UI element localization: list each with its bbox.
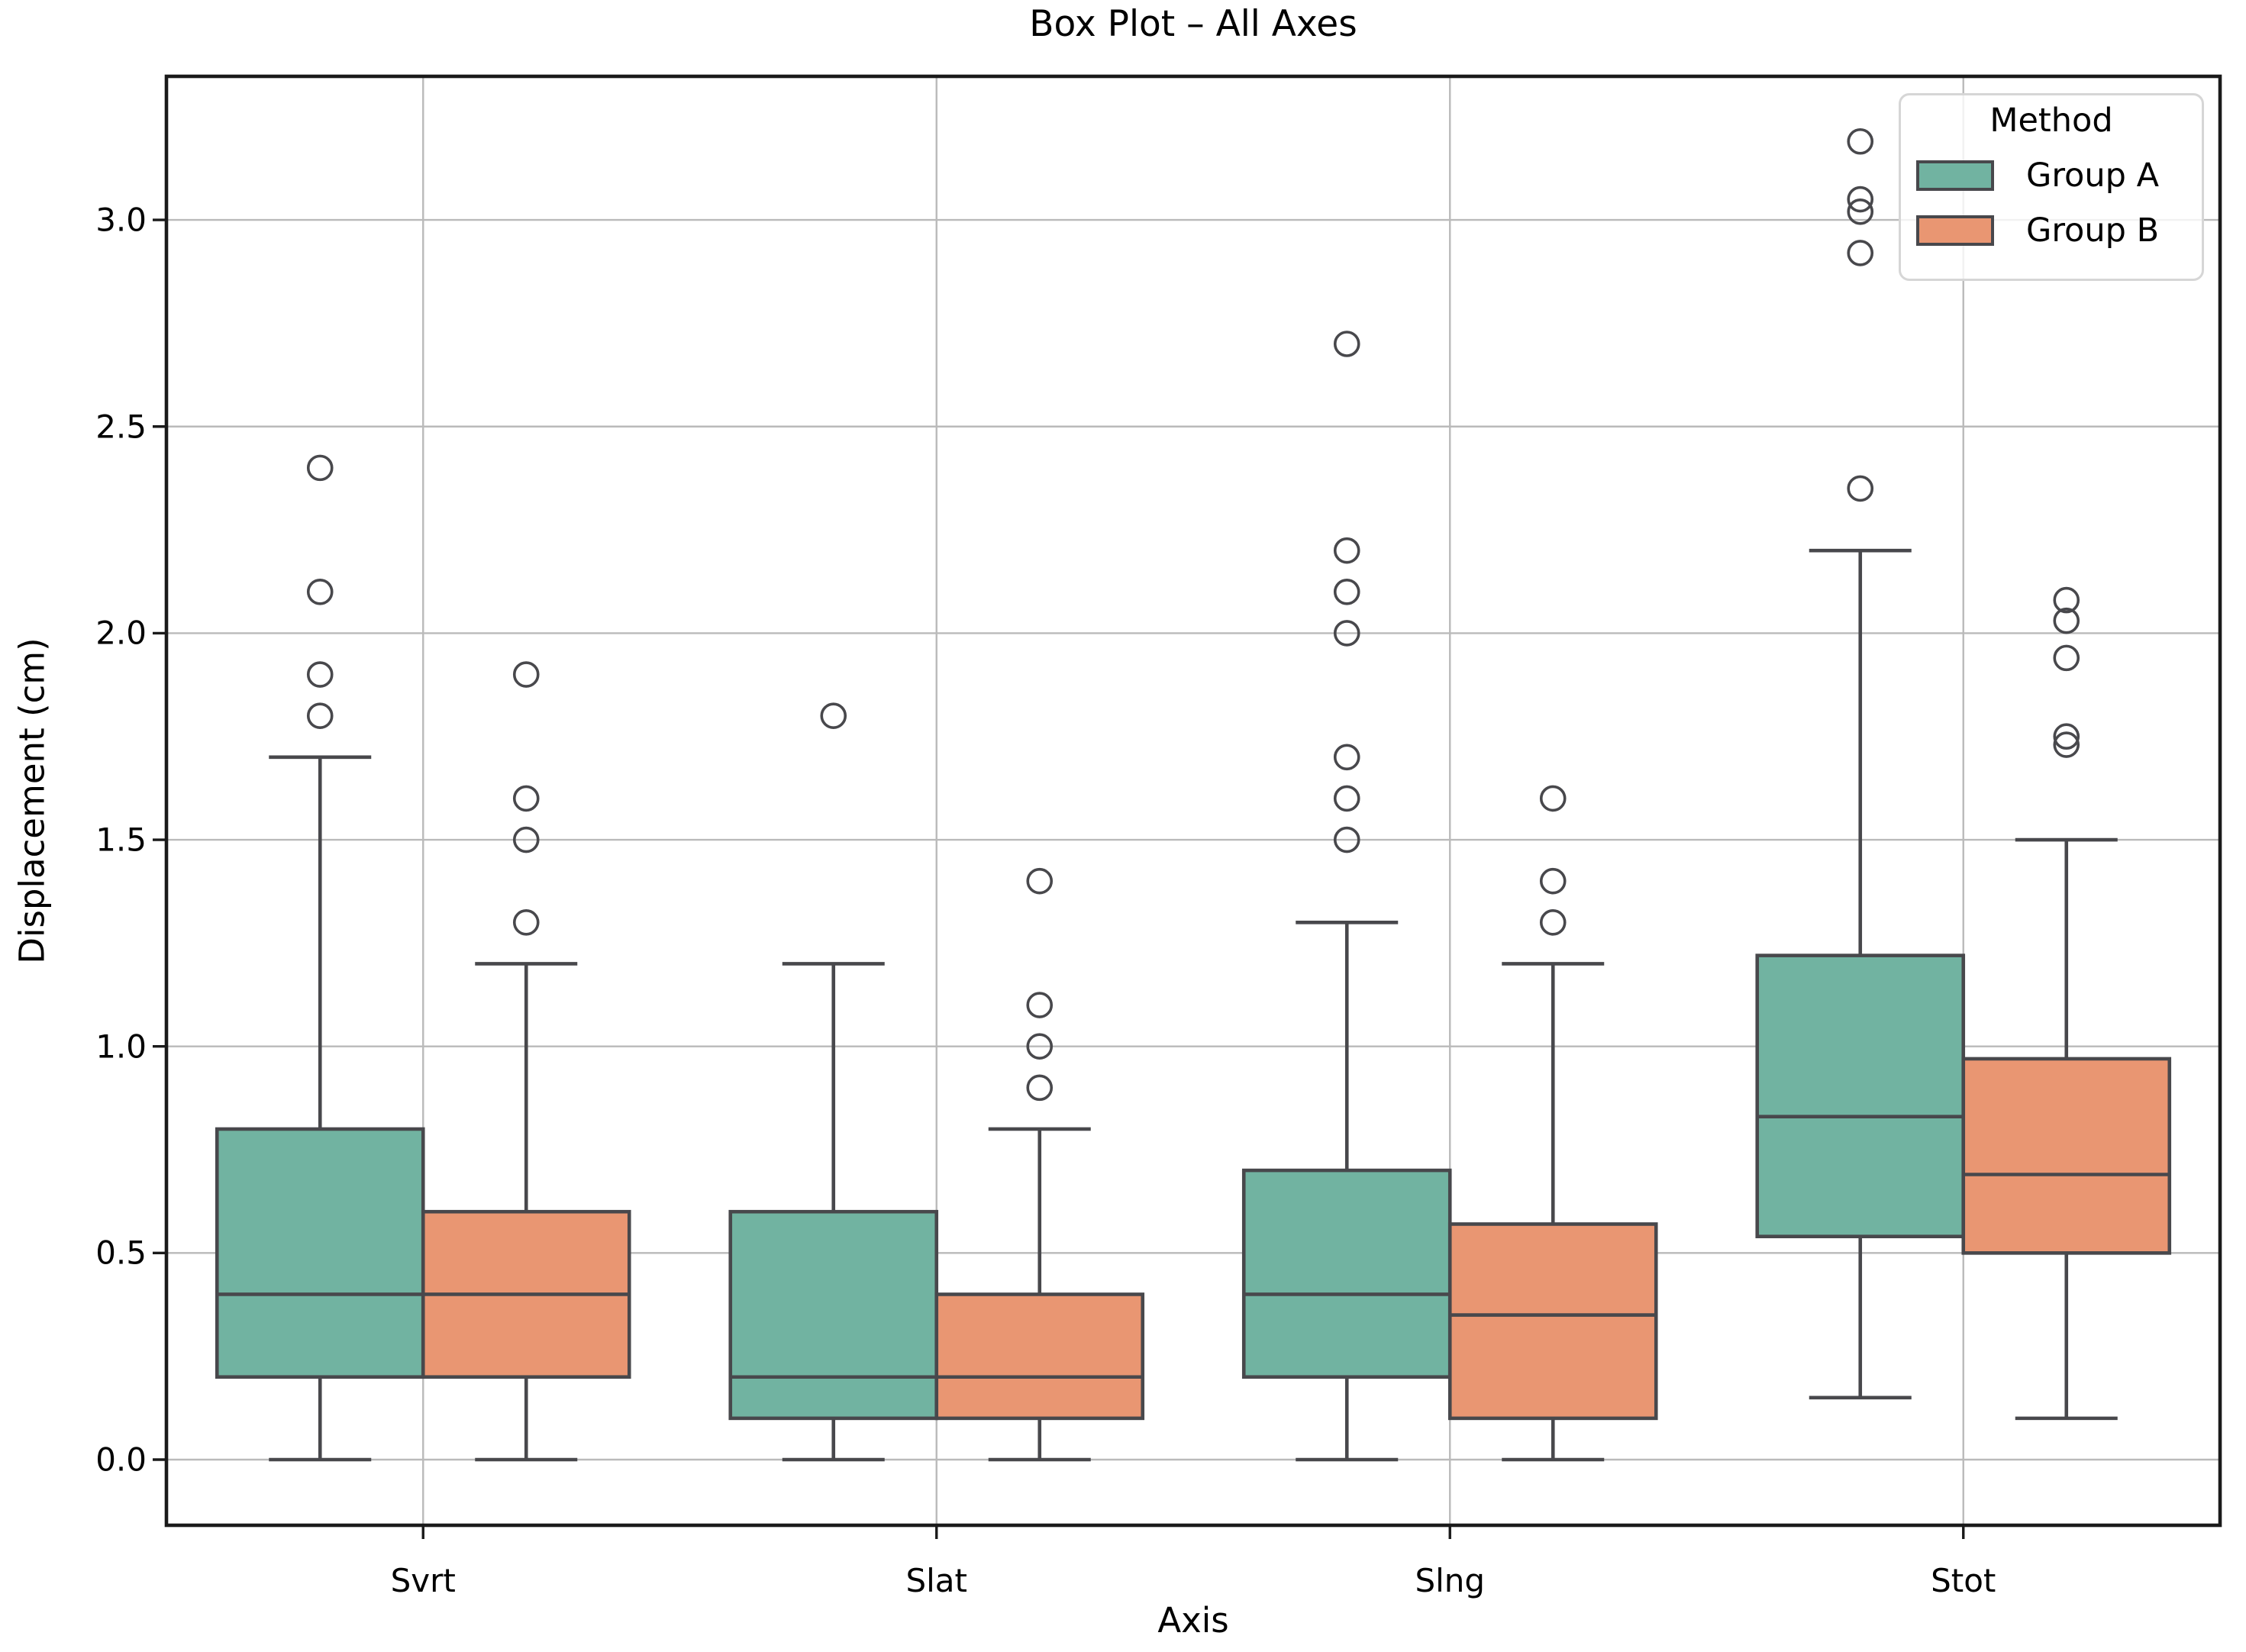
outlier-point xyxy=(512,826,540,853)
outlier-point xyxy=(1333,744,1360,771)
outlier-point xyxy=(820,702,847,729)
y-axis-label: Displacement (cm) xyxy=(11,637,53,964)
outlier-point xyxy=(1847,127,1874,155)
outlier-point xyxy=(512,785,540,812)
box-group-a xyxy=(1755,953,1966,1238)
y-tick-label: 2.0 xyxy=(95,614,147,652)
outlier-point xyxy=(1333,785,1360,812)
box-group-b xyxy=(1961,1057,2172,1255)
x-tick-label: Slat xyxy=(905,1562,968,1599)
outlier-point xyxy=(1026,867,1054,895)
y-tick-label: 1.5 xyxy=(95,821,147,859)
outlier-point xyxy=(306,454,334,482)
box-group-a xyxy=(215,1127,425,1379)
box-group-b xyxy=(1447,1222,1658,1421)
group-a-swatch xyxy=(1916,160,1994,191)
legend: Method Group A Group B xyxy=(1899,93,2204,281)
x-tick-label: Stot xyxy=(1931,1562,1996,1599)
y-tick-label: 3.0 xyxy=(95,201,147,239)
outlier-point xyxy=(306,578,334,605)
outlier-point xyxy=(1333,537,1360,564)
y-tick-label: 0.5 xyxy=(95,1234,147,1272)
x-axis-label: Axis xyxy=(1157,1600,1229,1641)
y-tick-label: 1.0 xyxy=(95,1028,147,1066)
legend-title: Method xyxy=(1989,102,2113,140)
outlier-point xyxy=(1026,992,1054,1018)
axes-spine xyxy=(164,74,2222,1528)
outlier-point xyxy=(1539,785,1567,812)
x-tick-label: Slng xyxy=(1415,1562,1486,1599)
box-group-b xyxy=(934,1292,1145,1421)
group-a-label: Group A xyxy=(2026,156,2159,195)
box-group-a xyxy=(1241,1168,1452,1379)
outlier-point xyxy=(2053,731,2080,758)
x-tick-label: Svrt xyxy=(390,1562,456,1599)
outlier-point xyxy=(1847,240,1874,266)
outlier-point xyxy=(512,909,540,936)
outlier-point xyxy=(1539,909,1567,936)
group-b-label: Group B xyxy=(2026,211,2160,250)
outlier-point xyxy=(2053,644,2080,672)
outlier-point xyxy=(2053,723,2080,750)
y-tick-label: 0.0 xyxy=(95,1441,147,1479)
outlier-point xyxy=(306,661,334,688)
outlier-point xyxy=(512,661,540,688)
box-group-a xyxy=(728,1209,939,1421)
outlier-point xyxy=(1026,1074,1054,1102)
chart-title: Box Plot – All Axes xyxy=(1029,3,1357,45)
outlier-point xyxy=(1333,578,1360,605)
outlier-point xyxy=(1847,475,1874,502)
group-b-swatch xyxy=(1916,215,1994,246)
legend-entry-group-a: Group A xyxy=(1916,156,2202,195)
outlier-point xyxy=(1026,1033,1054,1060)
outlier-point xyxy=(1539,867,1567,895)
outlier-point xyxy=(1847,198,1874,225)
legend-entry-group-b: Group B xyxy=(1916,211,2202,250)
outlier-point xyxy=(2053,586,2080,614)
outlier-point xyxy=(1333,826,1360,853)
outlier-point xyxy=(1333,331,1360,357)
outlier-point xyxy=(2053,607,2080,634)
outlier-point xyxy=(1333,620,1360,647)
outlier-point xyxy=(306,702,334,729)
y-tick-label: 2.5 xyxy=(95,408,147,446)
outlier-point xyxy=(1847,186,1874,213)
